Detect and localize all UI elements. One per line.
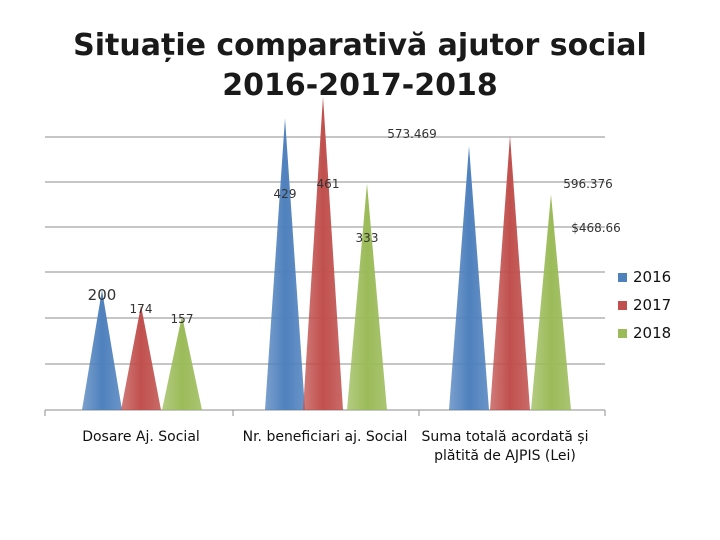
legend-label-2017: 2017 (633, 296, 672, 314)
legend-swatch-2018 (618, 328, 627, 338)
category-label-1: Nr. beneficiari aj. Social (243, 429, 408, 445)
category-label-2: plătită de AJPIS (Lei) (434, 448, 576, 464)
cone-2016-2 (449, 146, 489, 410)
cone-2017-2 (490, 135, 530, 410)
chart-title: Situație comparativă ajutor social 2016-… (0, 26, 720, 106)
data-label-2017-0: 174 (130, 302, 153, 316)
legend-item-2018: 2018 (618, 319, 671, 347)
legend-label-2016: 2016 (633, 268, 672, 286)
cone-2016-0 (82, 290, 122, 410)
chart-title-line-1: Situație comparativă ajutor social (73, 28, 647, 63)
legend-item-2016: 2016 (618, 263, 671, 291)
cone-2018-1 (347, 183, 387, 410)
data-label-2016-2: 573.469 (387, 127, 437, 141)
data-label-2018-1: 333 (356, 231, 379, 245)
data-label-2018-2: $468.66 (571, 221, 621, 235)
chart-title-line-2: 2016-2017-2018 (222, 68, 498, 103)
category-label-0: Dosare Aj. Social (82, 429, 200, 445)
cone-2016-1 (265, 118, 305, 410)
cone-2018-2 (531, 194, 571, 410)
legend: 2016 2017 2018 (618, 263, 671, 347)
cone-2018-0 (162, 315, 202, 410)
cone-2017-1 (303, 96, 343, 411)
legend-swatch-2017 (618, 300, 627, 310)
legend-item-2017: 2017 (618, 291, 671, 319)
legend-label-2018: 2018 (633, 324, 672, 342)
data-label-2016-0: 200 (88, 286, 117, 304)
cone-2017-0 (121, 305, 161, 410)
data-label-2016-1: 429 (274, 187, 297, 201)
data-label-2017-2: 596.376 (563, 177, 613, 191)
data-label-2017-1: 461 (317, 177, 340, 191)
category-label-2: Suma totală acordată și (422, 429, 589, 445)
data-label-2018-0: 157 (171, 312, 194, 326)
legend-swatch-2016 (618, 272, 627, 282)
